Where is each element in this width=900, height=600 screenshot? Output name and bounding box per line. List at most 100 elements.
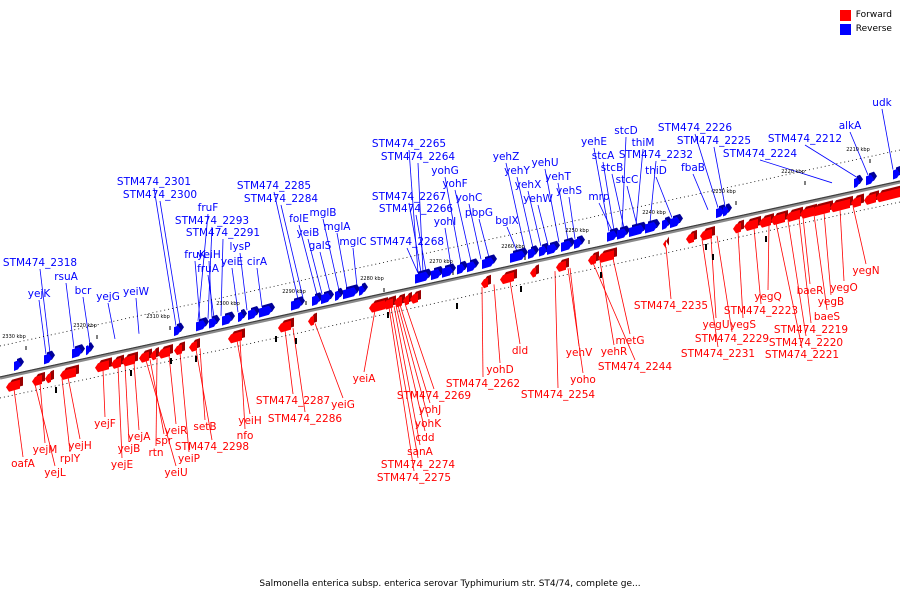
forward-label-sana[interactable]: sanA bbox=[393, 306, 434, 458]
reverse-gene-feature[interactable] bbox=[528, 245, 539, 260]
reverse-label-stm474-2301[interactable]: STM474_2301 bbox=[117, 176, 191, 326]
reverse-label-stcb[interactable]: stcB bbox=[601, 162, 625, 229]
reverse-label-fruf[interactable]: fruF bbox=[197, 202, 219, 321]
forward-gene-feature[interactable] bbox=[733, 219, 744, 234]
reverse-gene-feature[interactable] bbox=[209, 314, 220, 329]
forward-label-yejm[interactable]: yejM bbox=[33, 383, 58, 456]
reverse-label-yejk[interactable]: yejK bbox=[28, 288, 52, 355]
forward-gene-feature[interactable] bbox=[32, 371, 45, 387]
forward-gene-feature[interactable] bbox=[759, 213, 774, 228]
reverse-label-yeht[interactable]: yehT bbox=[545, 171, 571, 241]
reverse-label-stm474-2284[interactable]: STM474_2284 bbox=[244, 193, 318, 299]
reverse-gene-feature[interactable] bbox=[312, 292, 323, 307]
reverse-label-stm474-2212[interactable]: STM474_2212 bbox=[768, 133, 858, 178]
reverse-label-yeib[interactable]: yeiB bbox=[297, 227, 323, 294]
forward-label-baes[interactable]: baeS bbox=[813, 214, 841, 323]
forward-label-rply[interactable]: rplY bbox=[60, 378, 81, 465]
forward-label-yejf[interactable]: yejF bbox=[94, 369, 116, 430]
forward-label-stm474-2221[interactable]: STM474_2221 bbox=[765, 222, 839, 361]
reverse-label-cira[interactable]: cirA bbox=[247, 256, 268, 307]
reverse-label-yehz[interactable]: yehZ bbox=[493, 151, 526, 250]
reverse-gene-feature[interactable] bbox=[457, 260, 468, 275]
reverse-label-yeih[interactable]: yeiH bbox=[197, 249, 221, 318]
reverse-label-yohi[interactable]: yohI bbox=[434, 216, 456, 266]
forward-label-stm474-2298[interactable]: STM474_2298 bbox=[175, 349, 249, 453]
reverse-gene-feature[interactable] bbox=[174, 322, 184, 337]
forward-label-stm474-2244[interactable]: STM474_2244 bbox=[592, 262, 672, 373]
reverse-label-stm474-2268[interactable]: STM474_2268 bbox=[370, 236, 444, 274]
reverse-label-stcd[interactable]: stcD bbox=[614, 125, 638, 229]
forward-gene-feature[interactable] bbox=[45, 369, 54, 384]
forward-label-stm474-2235[interactable]: STM474_2235 bbox=[634, 246, 708, 312]
reverse-label-yohc[interactable]: yohC bbox=[456, 192, 483, 260]
forward-label-yegu[interactable]: yegU bbox=[702, 237, 730, 331]
reverse-gene-feature[interactable] bbox=[645, 218, 660, 234]
reverse-label-gals[interactable]: galS bbox=[309, 240, 332, 293]
reverse-label-yohf[interactable]: yohF bbox=[442, 178, 472, 262]
reverse-label-lysp[interactable]: lysP bbox=[230, 241, 251, 311]
forward-gene-feature[interactable] bbox=[876, 185, 900, 203]
forward-gene-feature[interactable] bbox=[95, 357, 112, 373]
reverse-label-yehy[interactable]: yehY bbox=[504, 165, 534, 249]
forward-gene-feature[interactable] bbox=[158, 343, 173, 359]
reverse-gene-feature[interactable] bbox=[442, 263, 456, 278]
forward-label-yejl[interactable]: yejL bbox=[34, 384, 66, 479]
forward-label-metg[interactable]: metG bbox=[612, 258, 644, 347]
reverse-label-yohg[interactable]: yohG bbox=[431, 165, 462, 264]
reverse-label-stm474-2300[interactable]: STM474_2300 bbox=[123, 189, 197, 325]
forward-label-yeip[interactable]: yeiP bbox=[178, 352, 200, 465]
forward-label-stm474-2231[interactable]: STM474_2231 bbox=[681, 239, 755, 360]
reverse-gene-feature[interactable] bbox=[14, 357, 24, 371]
forward-label-yoho[interactable]: yoho bbox=[567, 268, 596, 386]
reverse-gene-feature[interactable] bbox=[291, 296, 305, 311]
reverse-label-stm474-2265[interactable]: STM474_2265 bbox=[372, 138, 446, 273]
reverse-label-mrp[interactable]: mrp bbox=[588, 191, 613, 231]
forward-label-baer[interactable]: baeR bbox=[797, 217, 824, 297]
reverse-gene-feature[interactable] bbox=[44, 350, 55, 365]
reverse-label-stm474-2291[interactable]: STM474_2291 bbox=[186, 227, 260, 316]
reverse-label-udk[interactable]: udk bbox=[872, 97, 894, 170]
forward-label-stm474-2275[interactable]: STM474_2275 bbox=[377, 307, 451, 484]
reverse-gene-feature[interactable] bbox=[723, 203, 732, 217]
reverse-label-thim[interactable]: thiM bbox=[632, 137, 655, 226]
reverse-gene-feature[interactable] bbox=[222, 311, 235, 326]
reverse-label-stcc[interactable]: stcC bbox=[616, 174, 639, 226]
reverse-gene-feature[interactable] bbox=[866, 171, 877, 186]
reverse-label-rsua[interactable]: rsuA bbox=[54, 271, 79, 348]
reverse-gene-feature[interactable] bbox=[539, 242, 550, 257]
reverse-gene-feature[interactable] bbox=[343, 284, 360, 300]
reverse-label-stm474-2285[interactable]: STM474_2285 bbox=[237, 180, 311, 300]
forward-label-spr[interactable]: spr bbox=[149, 359, 173, 447]
reverse-label-yehw[interactable]: yehW bbox=[523, 193, 553, 245]
reverse-label-yehx[interactable]: yehX bbox=[515, 179, 542, 247]
forward-label-yehr[interactable]: yehR bbox=[599, 261, 627, 358]
reverse-gene-feature[interactable] bbox=[893, 166, 900, 180]
reverse-label-stm474-2226[interactable]: STM474_2226 bbox=[658, 122, 732, 208]
forward-label-yeir[interactable]: yeiR bbox=[165, 355, 188, 437]
forward-gene-feature[interactable] bbox=[588, 251, 599, 265]
reverse-gene-feature[interactable] bbox=[238, 308, 247, 323]
reverse-gene-feature[interactable] bbox=[561, 237, 575, 252]
reverse-gene-feature[interactable] bbox=[854, 174, 863, 189]
forward-gene-feature[interactable] bbox=[830, 195, 853, 213]
reverse-gene-feature[interactable] bbox=[617, 225, 630, 240]
forward-gene-feature[interactable] bbox=[530, 264, 539, 278]
forward-gene-feature[interactable] bbox=[394, 293, 405, 308]
forward-label-yohd[interactable]: yohD bbox=[486, 284, 514, 376]
forward-gene-feature[interactable] bbox=[500, 269, 517, 285]
forward-label-yejb[interactable]: yejB bbox=[118, 364, 141, 455]
forward-label-nfo[interactable]: nfo bbox=[237, 339, 254, 442]
reverse-gene-feature[interactable] bbox=[415, 268, 432, 284]
reverse-label-stm474-2293[interactable]: STM474_2293 bbox=[175, 215, 249, 319]
reverse-gene-feature[interactable] bbox=[431, 265, 444, 281]
reverse-gene-feature[interactable] bbox=[574, 235, 585, 249]
forward-gene-feature[interactable] bbox=[864, 190, 879, 205]
forward-gene-feature[interactable] bbox=[278, 317, 294, 333]
reverse-gene-feature[interactable] bbox=[359, 282, 368, 296]
forward-gene-feature[interactable] bbox=[139, 348, 152, 363]
forward-gene-feature[interactable] bbox=[812, 200, 833, 217]
forward-gene-feature[interactable] bbox=[6, 376, 23, 392]
reverse-label-fbab[interactable]: fbaB bbox=[681, 162, 709, 210]
forward-label-yegq[interactable]: yegQ bbox=[754, 224, 782, 303]
forward-label-stm474-2254[interactable]: STM474_2254 bbox=[521, 271, 595, 401]
